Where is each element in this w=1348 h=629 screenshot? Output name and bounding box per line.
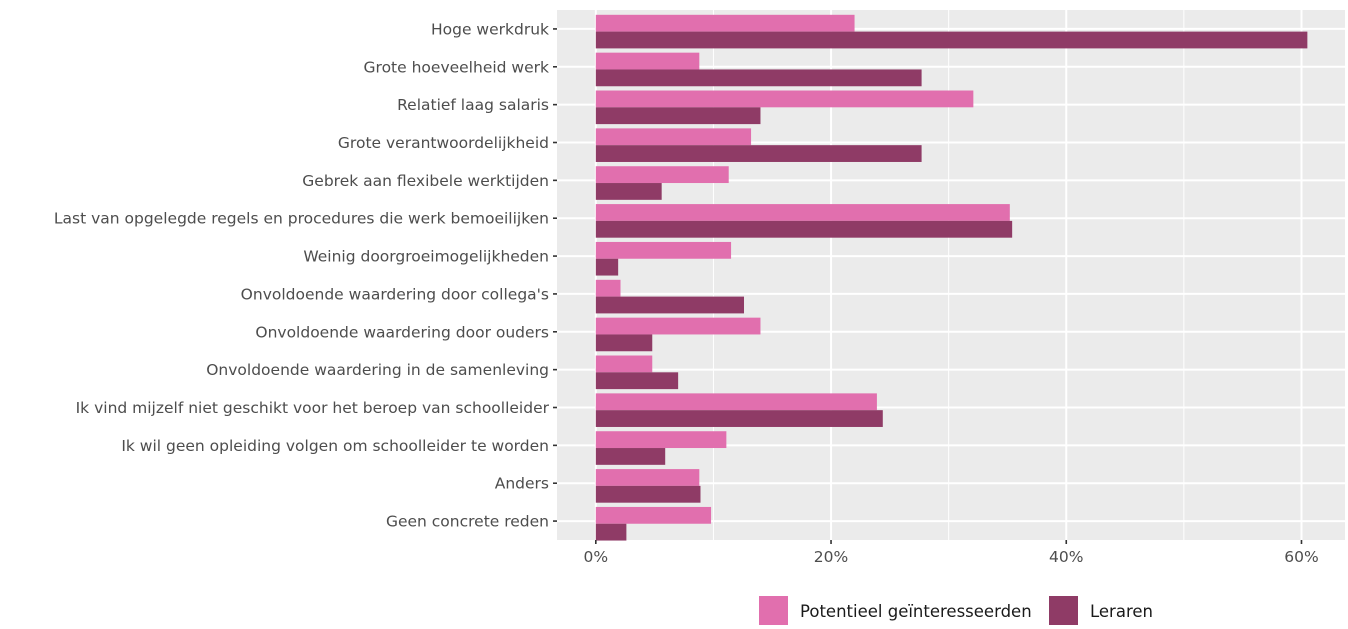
bar-leraren	[595, 334, 653, 352]
category-label: Ik vind mijzelf niet geschikt voor het b…	[76, 399, 550, 417]
bar-potentieel	[595, 241, 732, 259]
category-label: Gebrek aan flexibele werktijden	[302, 172, 549, 190]
category-label: Onvoldoende waardering in de samenleving	[206, 361, 549, 379]
bar-leraren	[595, 448, 666, 465]
legend: Potentieel geïnteresseerden Leraren	[759, 596, 1153, 625]
legend-key-leraren	[1049, 596, 1078, 625]
x-tick-label: 0%	[584, 548, 609, 566]
y-axis: Hoge werkdruk Grote hoeveelheid werk Relat…	[54, 20, 557, 531]
bar-potentieel	[595, 317, 761, 335]
category-label: Last van opgelegde regels en procedures …	[54, 210, 549, 228]
bar-potentieel	[595, 52, 700, 70]
bar-leraren	[595, 107, 761, 125]
bar-potentieel	[595, 393, 877, 411]
bar-potentieel	[595, 90, 974, 108]
bar-leraren	[595, 258, 619, 276]
category-label: Hoge werkdruk	[431, 20, 549, 38]
category-label: Anders	[495, 475, 549, 493]
category-label: Geen concrete reden	[386, 513, 549, 531]
bar-potentieel	[595, 506, 712, 524]
category-label: Onvoldoende waardering door ouders	[255, 323, 549, 341]
bar-potentieel	[595, 204, 1010, 221]
bar-leraren	[595, 372, 679, 390]
bar-leraren	[595, 296, 745, 314]
category-label: Onvoldoende waardering door collega's	[241, 285, 549, 303]
x-tick-label: 60%	[1284, 548, 1318, 566]
category-label: Grote verantwoordelijkheid	[338, 134, 549, 152]
bar-leraren	[595, 410, 883, 427]
legend-label-leraren: Leraren	[1090, 602, 1153, 621]
category-label: Weinig doorgroeimogelijkheden	[303, 248, 549, 266]
bars-group	[595, 14, 1308, 541]
bar-potentieel	[595, 128, 752, 146]
bar-potentieel	[595, 431, 727, 449]
bar-leraren	[595, 69, 922, 87]
category-label: Relatief laag salaris	[397, 96, 549, 114]
legend-key-potentieel	[759, 596, 788, 625]
bar-leraren	[595, 145, 922, 162]
x-axis: 0% 20% 40% 60%	[584, 540, 1319, 566]
bar-leraren	[595, 31, 1308, 49]
category-label: Ik wil geen opleiding volgen om schoolle…	[121, 437, 549, 455]
legend-label-potentieel: Potentieel geïnteresseerden	[800, 602, 1032, 621]
x-tick-label: 40%	[1049, 548, 1083, 566]
bar-potentieel	[595, 469, 700, 486]
bar-potentieel	[595, 279, 621, 297]
category-label: Grote hoeveelheid werk	[364, 58, 549, 76]
bar-potentieel	[595, 166, 729, 184]
bar-leraren	[595, 220, 1013, 238]
bar-potentieel	[595, 14, 855, 32]
bar-leraren	[595, 523, 627, 541]
bar-leraren	[595, 485, 701, 503]
bar-potentieel	[595, 355, 653, 373]
x-tick-label: 20%	[814, 548, 848, 566]
bar-leraren	[595, 183, 662, 200]
plot-panel	[557, 10, 1345, 540]
